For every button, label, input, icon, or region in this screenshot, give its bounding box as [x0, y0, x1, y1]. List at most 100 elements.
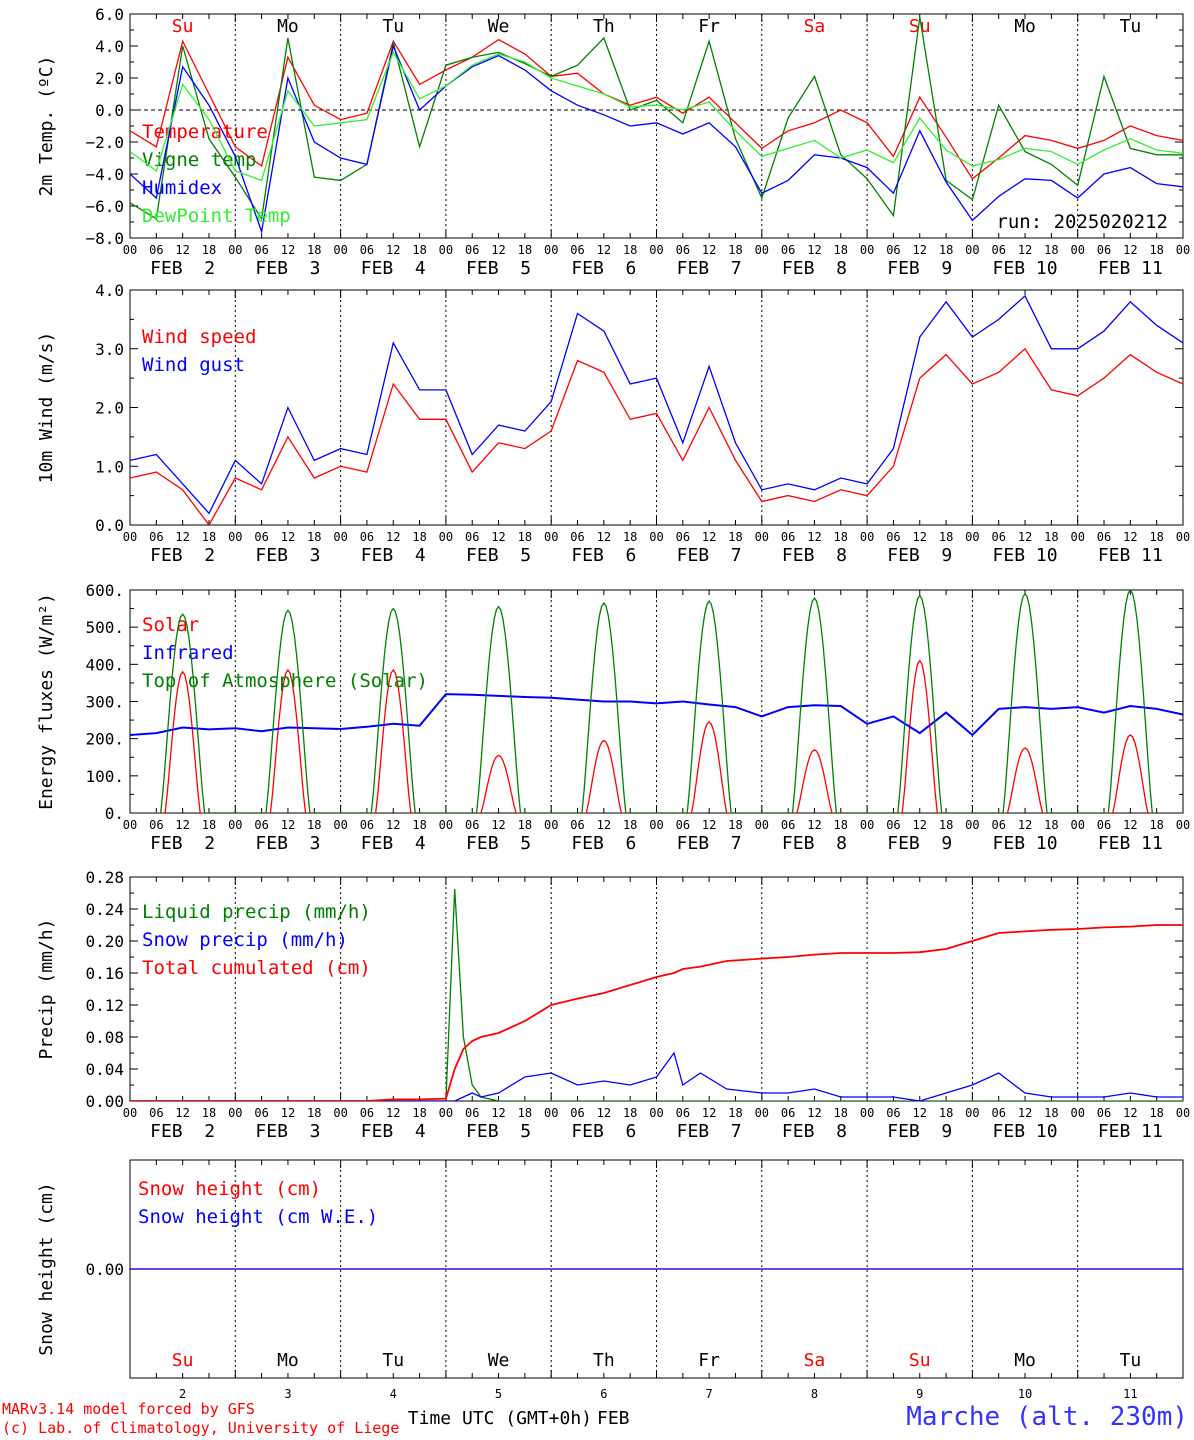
x-hour-label: 06	[886, 530, 900, 544]
x-hour-label: 18	[412, 530, 426, 544]
x-date-label: FEB 11	[1098, 1121, 1163, 1142]
x-hour-label: 18	[202, 1106, 216, 1120]
x-date-label: FEB 6	[571, 258, 636, 279]
y-tick-label: 100.	[85, 767, 124, 786]
day-name-label: Su	[172, 16, 194, 37]
x-hour-label: 00	[649, 530, 663, 544]
x-date-label: FEB 2	[150, 545, 215, 566]
x-hour-label: 18	[412, 818, 426, 832]
series-line-snow-precip-mm-h	[130, 1051, 1183, 1101]
x-hour-label: 18	[1044, 818, 1058, 832]
x-hour-label: 00	[544, 818, 558, 832]
x-hour-label: 18	[728, 1106, 742, 1120]
x-hour-label: 18	[728, 530, 742, 544]
x-date-label: FEB 8	[782, 258, 847, 279]
x-date-label: FEB 10	[993, 1121, 1058, 1142]
day-name-label: Tu	[382, 1350, 404, 1371]
x-hour-label: 18	[1149, 1106, 1163, 1120]
run-annotation: run: 2025020212	[996, 211, 1168, 233]
x-hour-label: 00	[123, 1106, 137, 1120]
x-date-label: FEB 7	[677, 258, 742, 279]
x-date-label: FEB 7	[677, 1121, 742, 1142]
x-hour-label: 12	[597, 530, 611, 544]
x-date-label: FEB 2	[150, 1121, 215, 1142]
day-number-label: 3	[284, 1387, 291, 1401]
x-hour-label: 00	[439, 243, 453, 257]
y-tick-label: 0.20	[85, 932, 124, 951]
x-date-label: FEB 3	[255, 258, 320, 279]
x-hour-label: 18	[518, 530, 532, 544]
y-tick-label: 0.0	[95, 101, 124, 120]
y-axis-label: 2m Temp. (ºC)	[36, 56, 57, 197]
x-hour-label: 06	[570, 1106, 584, 1120]
x-hour-label: 18	[939, 243, 953, 257]
x-hour-label: 06	[1097, 243, 1111, 257]
series-line-wind-gust	[130, 294, 1183, 515]
x-hour-label: 18	[623, 243, 637, 257]
y-tick-label: −4.0	[85, 165, 124, 184]
x-hour-label: 12	[491, 243, 505, 257]
x-hour-label: 12	[1018, 1106, 1032, 1120]
x-hour-label: 06	[991, 243, 1005, 257]
y-tick-label: 0.28	[85, 868, 124, 887]
x-hour-label: 12	[597, 243, 611, 257]
x-hour-label: 12	[702, 818, 716, 832]
x-hour-label: 00	[228, 530, 242, 544]
x-hour-label: 12	[386, 530, 400, 544]
x-hour-label: 00	[860, 818, 874, 832]
day-name-label: Mo	[1014, 16, 1036, 37]
y-tick-label: 0.24	[85, 900, 124, 919]
x-hour-label: 06	[570, 818, 584, 832]
day-name-label: Mo	[277, 16, 299, 37]
y-tick-label: 0.00	[85, 1260, 124, 1279]
x-hour-label: 12	[702, 1106, 716, 1120]
x-hour-label: 06	[465, 1106, 479, 1120]
x-hour-label: 18	[939, 818, 953, 832]
x-hour-label: 18	[1149, 243, 1163, 257]
x-hour-label: 06	[886, 818, 900, 832]
y-tick-label: 200.	[85, 730, 124, 749]
legend-entry: Infrared	[142, 642, 234, 664]
x-hour-label: 00	[649, 243, 663, 257]
day-name-label: Mo	[277, 1350, 299, 1371]
x-hour-label: 00	[1070, 818, 1084, 832]
x-hour-label: 18	[623, 530, 637, 544]
series-line-infrared	[130, 693, 1183, 737]
panel-snow: 0.00 Snow height (cm) Snow height (cm) Snow…	[36, 1159, 1184, 1429]
x-date-label: FEB 9	[887, 545, 952, 566]
x-hour-label: 18	[307, 818, 321, 832]
x-date-label: FEB 8	[782, 545, 847, 566]
day-name-label: We	[488, 16, 510, 37]
x-hour-label: 06	[886, 243, 900, 257]
x-hour-label: 00	[439, 1106, 453, 1120]
x-hour-label: 12	[1123, 1106, 1137, 1120]
y-tick-label: −8.0	[85, 229, 124, 248]
x-hour-label: 06	[1097, 530, 1111, 544]
x-hour-label: 00	[544, 1106, 558, 1120]
x-hour-label: 06	[254, 818, 268, 832]
x-hour-label: 12	[913, 243, 927, 257]
x-hour-label: 18	[1044, 1106, 1058, 1120]
x-hour-label: 12	[807, 243, 821, 257]
x-date-label: FEB 2	[150, 258, 215, 279]
x-hour-label: 00	[755, 1106, 769, 1120]
panel-flux: 600. 500. 400. 300. 200. 100. 0. Energy fluxes …	[36, 581, 1190, 854]
x-hour-label: 12	[491, 1106, 505, 1120]
x-hour-label: 12	[913, 818, 927, 832]
x-hour-label: 00	[228, 243, 242, 257]
x-hour-label: 06	[465, 530, 479, 544]
panel-precip: 0.28 0.24 0.20 0.16 0.12 0.08 0.04 0.00 Precip (…	[36, 868, 1190, 1142]
x-hour-label: 18	[1149, 530, 1163, 544]
x-hour-label: 00	[333, 818, 347, 832]
x-hour-label: 00	[965, 1106, 979, 1120]
x-date-label: FEB 11	[1098, 833, 1163, 854]
x-hour-label: 06	[254, 243, 268, 257]
legend-entry: Wind speed	[142, 326, 256, 348]
x-date-label: FEB 7	[677, 545, 742, 566]
x-hour-label: 18	[728, 818, 742, 832]
legend-entry: Total cumulated (cm)	[142, 957, 371, 979]
x-hour-label: 00	[860, 530, 874, 544]
x-hour-label: 06	[991, 530, 1005, 544]
day-name-label: Tu	[1120, 1350, 1142, 1371]
x-hour-label: 18	[834, 1106, 848, 1120]
